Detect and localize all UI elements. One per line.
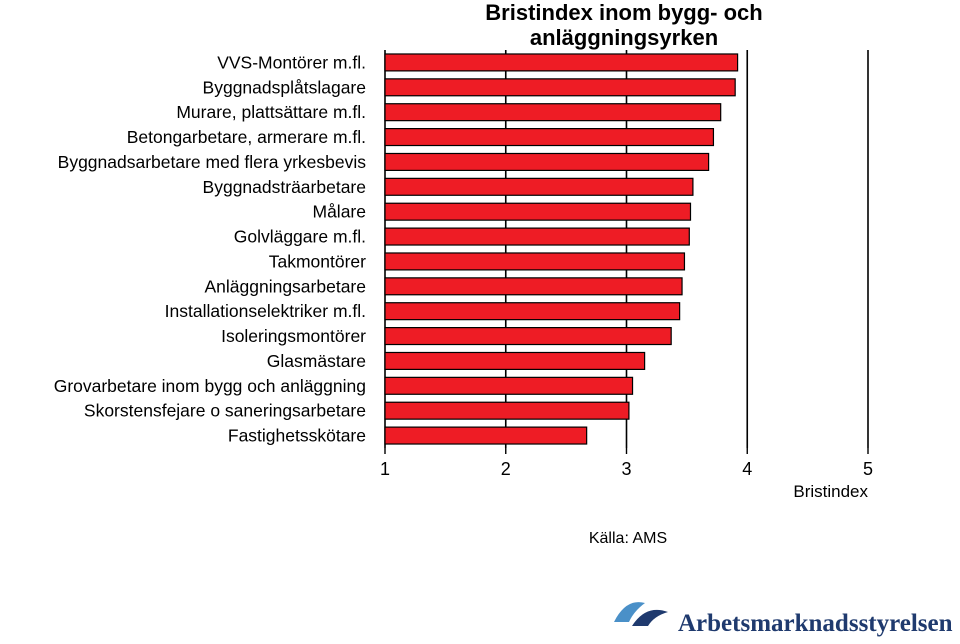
bar-6 xyxy=(384,202,692,221)
category-label-6: Målare xyxy=(313,202,367,222)
bar-11 xyxy=(384,327,672,346)
category-label-8: Takmontörer xyxy=(269,251,366,271)
bar-2 xyxy=(384,103,722,122)
category-label-12: Glasmästare xyxy=(267,351,366,371)
category-label-14: Skorstensfejare o saneringsarbetare xyxy=(84,401,366,421)
x-tick-label-1: 1 xyxy=(380,459,390,479)
category-label-15: Fastighetsskötare xyxy=(228,426,366,446)
bar-1 xyxy=(384,78,736,97)
x-tick-label-5: 5 xyxy=(863,459,873,479)
bar-4 xyxy=(384,152,710,171)
bar-5 xyxy=(384,177,694,196)
plot-area: VVS-Montörer m.fl. Byggnadsplåtslagare Mur… xyxy=(54,50,873,479)
category-label-11: Isoleringsmontörer xyxy=(221,326,366,346)
bar-7 xyxy=(384,227,690,246)
chart-title-line-1: Bristindex inom bygg- och xyxy=(485,0,762,25)
category-label-5: Byggnadsträarbetare xyxy=(203,177,366,197)
category-label-4: Byggnadsarbetare med flera yrkesbevis xyxy=(58,152,367,172)
category-label-10: Installationselektriker m.fl. xyxy=(165,301,366,321)
bar-13 xyxy=(384,376,634,395)
bar-8 xyxy=(384,252,686,271)
x-tick-label-2: 2 xyxy=(501,459,511,479)
bar-15 xyxy=(384,426,588,445)
bar-0 xyxy=(384,53,739,72)
x-tick-label-3: 3 xyxy=(621,459,631,479)
bar-3 xyxy=(384,128,715,147)
category-label-0: VVS-Montörer m.fl. xyxy=(217,52,366,72)
bar-10 xyxy=(384,302,681,321)
bar-12 xyxy=(384,351,646,370)
category-label-1: Byggnadsplåtslagare xyxy=(203,77,366,97)
x-tick-label-4: 4 xyxy=(742,459,752,479)
chart-title-line-2: anläggningsyrken xyxy=(530,25,718,50)
category-label-13: Grovarbetare inom bygg och anläggning xyxy=(54,376,366,396)
category-label-7: Golvläggare m.fl. xyxy=(234,227,366,247)
category-label-9: Anläggningsarbetare xyxy=(204,276,366,296)
category-label-2: Murare, plattsättare m.fl. xyxy=(176,102,366,122)
x-axis-label: Bristindex xyxy=(793,482,868,501)
source-label: Källa: AMS xyxy=(589,530,667,547)
logo-mark-icon xyxy=(614,602,668,626)
logo-text: Arbetsmarknadsstyrelsen xyxy=(678,610,953,637)
logo: Arbetsmarknadsstyrelsen xyxy=(614,602,953,637)
category-label-3: Betongarbetare, armerare m.fl. xyxy=(127,127,366,147)
bar-9 xyxy=(384,277,683,296)
bar-14 xyxy=(384,401,630,420)
